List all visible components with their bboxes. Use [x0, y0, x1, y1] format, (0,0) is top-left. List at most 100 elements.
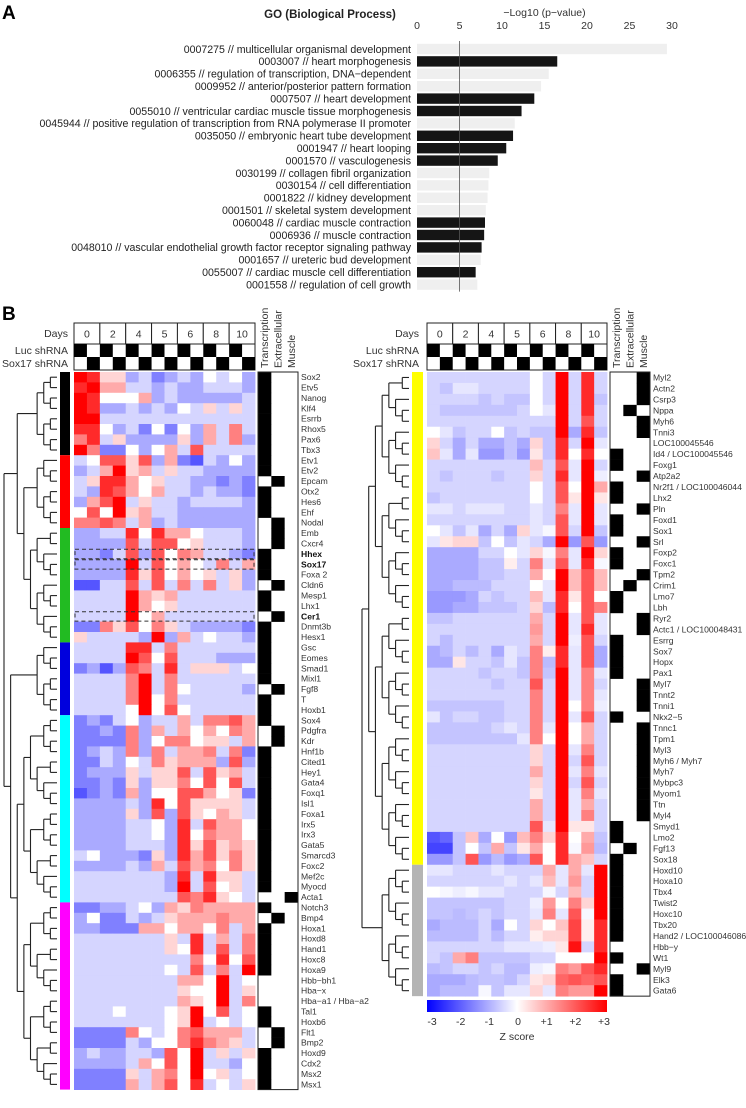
annotation-mark — [636, 689, 650, 701]
heatmap-cell — [203, 642, 217, 654]
heatmap-cell — [164, 684, 178, 695]
heatmap-cell — [465, 897, 479, 909]
heatmap-cell — [242, 871, 256, 882]
heatmap-cell — [216, 871, 230, 882]
heatmap-cell — [190, 424, 204, 435]
annotation-mark — [258, 1016, 272, 1028]
annotation-mark — [610, 831, 624, 844]
heatmap-cell — [229, 580, 243, 591]
heatmap-cell — [491, 974, 505, 986]
gene-label: Myl3 — [653, 745, 671, 755]
heatmap-cell — [151, 944, 165, 955]
heatmap-cell — [216, 1048, 230, 1059]
gene-label: Hbb−y — [653, 942, 679, 952]
heatmap-cell — [517, 645, 531, 658]
heatmap-cell — [99, 1016, 114, 1028]
heatmap-cell — [229, 902, 243, 914]
heatmap-cell — [491, 886, 505, 898]
heatmap-cell — [112, 923, 127, 934]
annotation-mark — [258, 465, 272, 477]
heatmap-cell — [555, 547, 569, 559]
heatmap-cell — [190, 923, 204, 934]
heatmap-cell — [74, 756, 88, 768]
gene-label: Foxa 2 — [301, 570, 327, 580]
heatmap-cell — [151, 704, 165, 716]
heatmap-cell — [125, 850, 140, 862]
annotation-mark — [258, 548, 272, 560]
heatmap-cell — [177, 725, 191, 737]
heatmap-row — [74, 725, 256, 737]
go-term-label: 0030154 // cell differentiation — [276, 180, 411, 192]
heatmap-cell — [138, 860, 152, 872]
heatmap-cell — [138, 694, 152, 706]
heatmap-cell — [568, 952, 582, 964]
heatmap-cell — [112, 455, 127, 466]
heatmap-cell — [190, 538, 204, 550]
heatmap-cell — [439, 667, 454, 679]
heatmap-cell — [138, 684, 152, 695]
heatmap-cell — [151, 590, 165, 602]
heatmap-cell — [594, 777, 608, 789]
heatmap-cell — [177, 507, 191, 518]
heatmap-cell — [478, 777, 492, 789]
heatmap-cell — [439, 404, 454, 417]
heatmap-cell — [504, 875, 518, 888]
gene-label: Hoxa10 — [653, 876, 683, 886]
heatmap-cell — [86, 465, 101, 477]
gene-label: Pax1 — [653, 668, 673, 678]
heatmap-cell — [242, 975, 256, 986]
gene-label: Nppa — [653, 405, 674, 415]
annotation-mark — [258, 964, 272, 976]
heatmap-cell — [465, 470, 479, 482]
heatmap-cell — [465, 722, 479, 734]
gene-label: Dnmt3b — [301, 622, 331, 632]
heatmap-cell — [177, 777, 191, 789]
heatmap-cell — [138, 528, 152, 539]
heatmap-cell — [504, 514, 518, 526]
heatmap-cell — [203, 652, 217, 664]
heatmap-cell — [491, 634, 505, 647]
heatmap-cell — [164, 746, 178, 758]
heatmap-cell — [555, 404, 569, 417]
heatmap-cell — [229, 819, 243, 830]
heatmap-cell — [190, 465, 204, 477]
annotation-mark — [258, 954, 272, 966]
heatmap-cell — [74, 434, 88, 446]
heatmap-cell — [465, 864, 479, 877]
gene-label: Nkx2−5 — [653, 712, 683, 722]
heatmap-cell — [478, 788, 492, 800]
heatmap-cell — [581, 963, 595, 975]
heatmap-cell — [465, 952, 479, 964]
heatmap-row — [74, 372, 256, 383]
luc-shrna-marker — [229, 344, 243, 357]
heatmap-cell — [151, 632, 165, 643]
gene-label: Cdx2 — [301, 1059, 321, 1069]
colorbar-tick-label: 0 — [515, 1016, 521, 1028]
heatmap-cell — [216, 933, 230, 945]
heatmap-row — [427, 842, 608, 855]
heatmap-cell — [478, 897, 492, 909]
heatmap-cell — [478, 514, 492, 526]
heatmap-cell — [427, 481, 441, 493]
heatmap-cell — [478, 372, 492, 384]
heatmap-cell — [112, 1016, 127, 1028]
heatmap-cell — [465, 853, 479, 866]
heatmap-cell — [138, 840, 152, 851]
annotation-mark — [258, 434, 272, 446]
heatmap-cell — [216, 580, 230, 591]
heatmap-cell — [138, 486, 152, 498]
heatmap-cell — [452, 831, 466, 844]
heatmap-cell — [190, 632, 204, 643]
heatmap-cell — [439, 864, 454, 877]
heatmap-cell — [86, 476, 101, 487]
heatmap-cell — [99, 1037, 114, 1049]
heatmap-cell — [427, 382, 441, 395]
heatmap-row — [74, 954, 256, 966]
heatmap-cell — [555, 810, 569, 822]
heatmap-cell — [229, 632, 243, 643]
heatmap-cell — [216, 632, 230, 643]
gene-label: Srl — [653, 537, 664, 547]
heatmap-cell — [203, 808, 217, 820]
heatmap-row — [427, 733, 608, 745]
heatmap-row — [427, 404, 608, 417]
